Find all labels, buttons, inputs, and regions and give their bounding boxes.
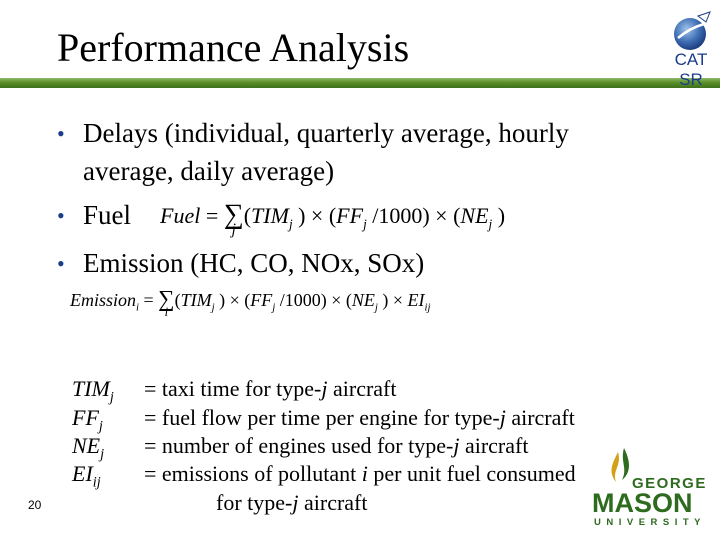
definition-row: TIMj xyxy=(72,375,114,411)
definition-continuation: for type-j aircraft xyxy=(216,489,367,517)
def-italic: i xyxy=(361,461,368,486)
slide-title: Performance Analysis xyxy=(57,25,410,70)
bullet-text: average, daily average) xyxy=(83,156,335,186)
george-mason-logo: GEORGE MASON UNIVERSITY xyxy=(588,444,714,530)
def-sub: j xyxy=(100,446,105,463)
def-symbol: EI xyxy=(72,461,93,486)
bullet-marker: • xyxy=(57,251,65,276)
definition-row: FFj xyxy=(72,404,103,440)
def-text: for type- xyxy=(216,490,293,515)
bullet-text: Fuel xyxy=(83,200,132,230)
def-italic: j xyxy=(453,433,460,458)
bullet-text: Emission (HC, CO, NOx, SOx) xyxy=(83,248,425,278)
def-sub: j xyxy=(109,389,114,406)
definition-text: = fuel flow per time per engine for type… xyxy=(144,404,575,432)
def-text: per unit fuel consumed xyxy=(367,461,576,486)
definition-text: = taxi time for type-j aircraft xyxy=(144,375,396,403)
def-text: = fuel flow per time per engine for type… xyxy=(144,405,500,430)
def-text: aircraft xyxy=(459,433,529,458)
def-sub: j xyxy=(98,418,103,435)
def-symbol: FF xyxy=(72,405,99,430)
gmu-word-university: UNIVERSITY xyxy=(594,517,706,528)
def-text: aircraft xyxy=(327,376,397,401)
def-italic: j xyxy=(292,490,299,515)
slide-number: 20 xyxy=(28,498,42,512)
def-text: aircraft xyxy=(298,490,368,515)
catsr-text-bottom: SR xyxy=(679,70,703,89)
catsr-logo-text: CAT SR xyxy=(668,50,714,90)
flame-icon xyxy=(611,452,619,482)
def-symbol: TIM xyxy=(72,376,110,401)
catsr-text-top: CAT xyxy=(674,50,708,69)
emission-equation: Emissioni = ∑ i (TIMj ) × (FFj /1000) × (N… xyxy=(70,286,431,319)
definition-text: = emissions of pollutant i per unit fuel… xyxy=(144,460,576,488)
def-text: aircraft xyxy=(505,405,575,430)
definition-text: = number of engines used for type-j airc… xyxy=(144,432,528,460)
bullet-marker: • xyxy=(57,121,65,146)
gmu-word-mason: MASON xyxy=(592,488,693,518)
fuel-equation: Fuel = ∑ j (TIMj ) × (FFj /1000) × (NEj ) xyxy=(160,199,506,239)
globe-icon xyxy=(674,11,711,50)
bullet-marker: • xyxy=(57,203,65,228)
def-sub: ij xyxy=(92,474,101,491)
gmu-word-george: GEORGE xyxy=(632,475,707,492)
def-symbol: NE xyxy=(72,433,101,458)
title-divider-bar xyxy=(0,78,720,88)
def-text: = emissions of pollutant xyxy=(144,461,362,486)
def-text: = number of engines used for type- xyxy=(144,433,454,458)
definition-row: NEj xyxy=(72,432,104,468)
def-italic: j xyxy=(321,376,328,401)
def-italic: j xyxy=(499,405,506,430)
definition-row: EIij xyxy=(72,460,101,496)
def-text: = taxi time for type- xyxy=(144,376,322,401)
bullet-text: Delays (individual, quarterly average, h… xyxy=(83,118,569,148)
catsr-logo xyxy=(668,8,716,98)
